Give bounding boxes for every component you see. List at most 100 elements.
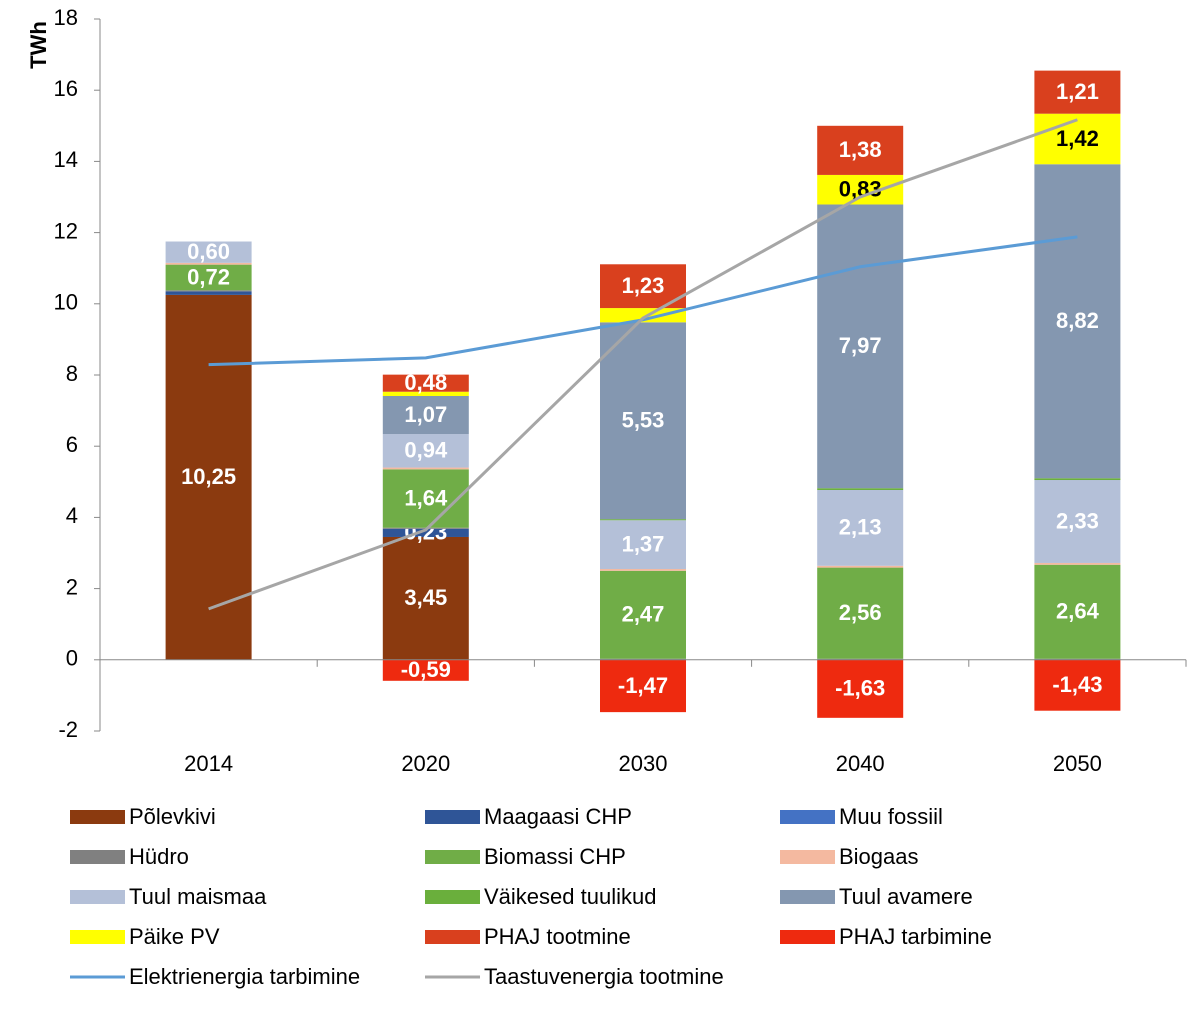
- bar-segment: [382, 467, 469, 470]
- line-series: [208, 118, 1078, 611]
- legend-swatch: [70, 810, 125, 824]
- bar-segment: [165, 262, 252, 265]
- legend-label: Tuul maismaa: [129, 884, 267, 909]
- value-label: 8,82: [1056, 308, 1099, 333]
- y-tick-label: 14: [54, 147, 78, 172]
- value-label: 0,72: [187, 264, 230, 289]
- bar-segment: [600, 520, 686, 570]
- value-label: -1,63: [835, 676, 885, 701]
- legend-swatch: [425, 890, 480, 904]
- value-label: 1,42: [1056, 126, 1099, 151]
- bar-segment: [600, 519, 686, 521]
- y-tick-label: 12: [54, 218, 78, 243]
- bar-segment: [382, 528, 469, 537]
- bar-segment: [382, 396, 469, 435]
- bar-segment: [817, 204, 904, 489]
- value-label: 0,60: [187, 239, 230, 264]
- legend-swatch: [425, 810, 480, 824]
- legend-label: PHAJ tarbimine: [839, 924, 992, 949]
- legend-swatch: [780, 810, 835, 824]
- value-label: 0,48: [404, 370, 447, 395]
- bar-segment: [600, 569, 686, 571]
- y-tick-label: 16: [54, 76, 78, 101]
- value-label: 5,53: [622, 408, 665, 433]
- bar-segment: [382, 434, 469, 468]
- legend-swatch: [780, 850, 835, 864]
- bar-segment: [1034, 562, 1121, 565]
- legend-swatch: [780, 930, 835, 944]
- bar-segment: [1034, 113, 1121, 165]
- bar-segment: [1034, 658, 1121, 660]
- value-label: 7,97: [839, 333, 882, 358]
- value-label: 1,07: [404, 402, 447, 427]
- bar-segment: [165, 290, 252, 292]
- bar-segment: [600, 659, 686, 713]
- legend-label: Taastuvenergia tootmine: [484, 964, 724, 989]
- y-axis-title: TWh: [26, 21, 51, 69]
- legend-swatch: [70, 850, 125, 864]
- bar-segment: [382, 536, 469, 660]
- value-label: -0,59: [401, 657, 451, 682]
- bar-segment: [1034, 164, 1121, 479]
- y-tick-label: 2: [66, 574, 78, 599]
- value-label: -1,43: [1052, 672, 1102, 697]
- value-label: 2,33: [1056, 508, 1099, 533]
- legend-label: Biogaas: [839, 844, 919, 869]
- bar-segment: [817, 174, 904, 205]
- y-tick-label: 0: [66, 646, 78, 671]
- value-label: 0,94: [404, 438, 448, 463]
- legend-label: Maagaasi CHP: [484, 804, 632, 829]
- value-label: 1,64: [404, 485, 448, 510]
- legend-label: Põlevkivi: [129, 804, 216, 829]
- bar-segment: [165, 291, 252, 295]
- legend-swatch: [70, 890, 125, 904]
- legend-label: Päike PV: [129, 924, 220, 949]
- legend-label: Väikesed tuulikud: [484, 884, 656, 909]
- legend-label: Hüdro: [129, 844, 189, 869]
- bar-segment: [382, 391, 469, 397]
- legend-swatch: [70, 930, 125, 944]
- value-label: 10,25: [181, 464, 236, 489]
- value-label: -1,47: [618, 673, 668, 698]
- legend-label: PHAJ tootmine: [484, 924, 631, 949]
- legend-label: Muu fossiil: [839, 804, 943, 829]
- bar-segment: [1034, 70, 1121, 114]
- bar-segment: [1034, 480, 1121, 563]
- value-label: 1,38: [839, 137, 882, 162]
- x-tick-label: 2020: [401, 751, 450, 776]
- y-tick-label: 10: [54, 290, 78, 315]
- value-label: 2,47: [622, 602, 665, 627]
- bar-segment: [817, 659, 904, 718]
- bar-segment: [600, 322, 686, 520]
- value-label: 1,23: [622, 273, 665, 298]
- legend-label: Tuul avamere: [839, 884, 973, 909]
- value-label: 2,64: [1056, 599, 1100, 624]
- bar-segment: [1034, 659, 1121, 711]
- x-tick-label: 2040: [836, 751, 885, 776]
- bar-segment: [600, 308, 686, 323]
- bar-segment: [382, 469, 469, 528]
- value-label: 2,56: [839, 600, 882, 625]
- bar-segment: [600, 570, 686, 659]
- legend-swatch: [425, 930, 480, 944]
- bar-segment: [817, 567, 904, 659]
- x-tick-label: 2014: [184, 751, 233, 776]
- legend-label: Biomassi CHP: [484, 844, 626, 869]
- bar-segment: [382, 659, 469, 681]
- legend-swatch: [780, 890, 835, 904]
- y-tick-label: -2: [58, 717, 78, 742]
- x-tick-label: 2030: [619, 751, 668, 776]
- value-label: 1,21: [1056, 79, 1099, 104]
- x-tick-label: 2050: [1053, 751, 1102, 776]
- bar-segment: [817, 125, 904, 175]
- bar-segment: [817, 658, 904, 660]
- value-label: 2,13: [839, 515, 882, 540]
- bar-segment: [1034, 478, 1121, 481]
- bar-segment: [817, 488, 904, 490]
- y-tick-label: 8: [66, 361, 78, 386]
- bar-segment: [165, 241, 252, 263]
- bar-segment: [817, 565, 904, 568]
- y-tick-label: 4: [66, 503, 78, 528]
- bar-segment: [165, 264, 252, 291]
